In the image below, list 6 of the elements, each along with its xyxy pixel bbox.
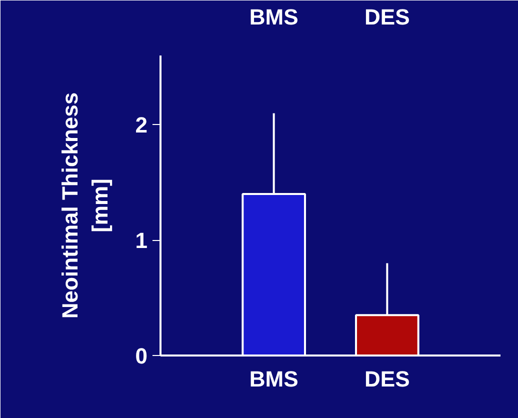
text: BMS — [249, 4, 298, 30]
y-tick-label: 2 — [135, 112, 148, 138]
y-tick-label: 1 — [135, 228, 148, 254]
y-tick-label: 0 — [135, 344, 148, 368]
y-axis-title: Neointimal Thickness [mm] — [57, 92, 112, 319]
text: DES — [364, 4, 410, 30]
